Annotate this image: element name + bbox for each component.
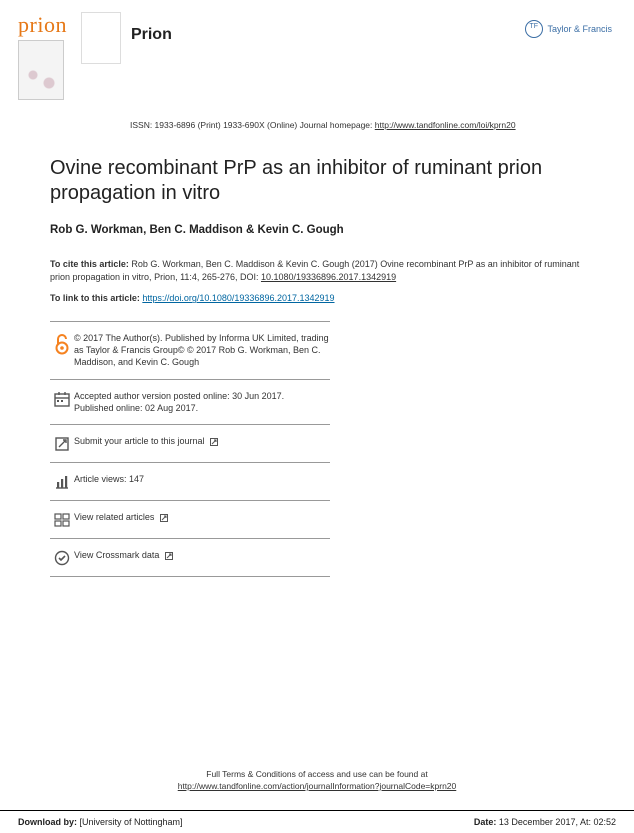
related-row[interactable]: View related articles	[50, 501, 330, 539]
journal-logo-text: prion	[18, 12, 67, 38]
open-access-icon	[50, 332, 74, 355]
crossmark-row[interactable]: View Crossmark data	[50, 539, 330, 577]
link-label: To link to this article:	[50, 293, 142, 303]
journal-cover-thumbnail	[18, 40, 64, 100]
crossmark-label: View Crossmark data	[74, 550, 159, 560]
journal-name: Prion	[131, 26, 172, 44]
article-authors: Rob G. Workman, Ben C. Maddison & Kevin …	[50, 224, 584, 236]
external-link-icon	[165, 552, 173, 560]
license-text: © 2017 The Author(s). Published by Infor…	[74, 332, 330, 368]
date-value: 13 December 2017, At: 02:52	[499, 817, 616, 827]
submit-text: Submit your article to this journal	[74, 435, 330, 447]
date-label: Date:	[474, 817, 499, 827]
publisher-mark: Taylor & Francis	[525, 20, 612, 38]
issn-line: ISSN: 1933-6896 (Print) 1933-690X (Onlin…	[130, 120, 634, 130]
chart-icon	[50, 473, 74, 490]
submit-icon	[50, 435, 74, 452]
issn-text: ISSN: 1933-6896 (Print) 1933-690X (Onlin…	[130, 120, 375, 130]
page-header: prion Prion Taylor & Francis	[0, 0, 634, 100]
article-doi-link[interactable]: https://doi.org/10.1080/19336896.2017.13…	[142, 293, 334, 303]
accepted-date: Accepted author version posted online: 3…	[74, 390, 330, 402]
submit-label: Submit your article to this journal	[74, 436, 205, 446]
publisher-name: Taylor & Francis	[547, 24, 612, 34]
citation-block: To cite this article: Rob G. Workman, Be…	[50, 258, 584, 283]
terms-url[interactable]: http://www.tandfonline.com/action/journa…	[178, 781, 457, 791]
submit-row[interactable]: Submit your article to this journal	[50, 425, 330, 463]
terms-line1: Full Terms & Conditions of access and us…	[0, 769, 634, 781]
download-label: Download by:	[18, 817, 80, 827]
related-label: View related articles	[74, 512, 154, 522]
related-text: View related articles	[74, 511, 330, 523]
calendar-icon	[50, 390, 74, 407]
download-by: Download by: [University of Nottingham]	[18, 817, 183, 827]
info-panel: © 2017 The Author(s). Published by Infor…	[50, 321, 330, 577]
article-title: Ovine recombinant PrP as an inhibitor of…	[50, 156, 584, 206]
crossmark-icon	[50, 549, 74, 566]
external-link-icon	[210, 438, 218, 446]
related-icon	[50, 511, 74, 528]
published-date: Published online: 02 Aug 2017.	[74, 402, 330, 414]
crossmark-text: View Crossmark data	[74, 549, 330, 561]
license-row: © 2017 The Author(s). Published by Infor…	[50, 322, 330, 379]
homepage-link[interactable]: http://www.tandfonline.com/loi/kprn20	[375, 120, 516, 130]
download-date: Date: 13 December 2017, At: 02:52	[474, 817, 616, 827]
views-row: Article views: 147	[50, 463, 330, 501]
journal-logo-block: prion	[18, 12, 67, 100]
footer-bar: Download by: [University of Nottingham] …	[0, 810, 634, 833]
citation-doi[interactable]: 10.1080/19336896.2017.1342919	[261, 272, 396, 282]
external-link-icon	[160, 514, 168, 522]
citation-label: To cite this article:	[50, 259, 131, 269]
download-value: [University of Nottingham]	[80, 817, 183, 827]
publisher-logo-icon	[525, 20, 543, 38]
article-main: Ovine recombinant PrP as an inhibitor of…	[0, 130, 634, 577]
link-line: To link to this article: https://doi.org…	[50, 293, 584, 303]
journal-mini-cover	[81, 12, 121, 64]
terms-block: Full Terms & Conditions of access and us…	[0, 769, 634, 793]
publication-dates-text: Accepted author version posted online: 3…	[74, 390, 330, 414]
views-text: Article views: 147	[74, 473, 330, 485]
publication-dates-row: Accepted author version posted online: 3…	[50, 380, 330, 425]
